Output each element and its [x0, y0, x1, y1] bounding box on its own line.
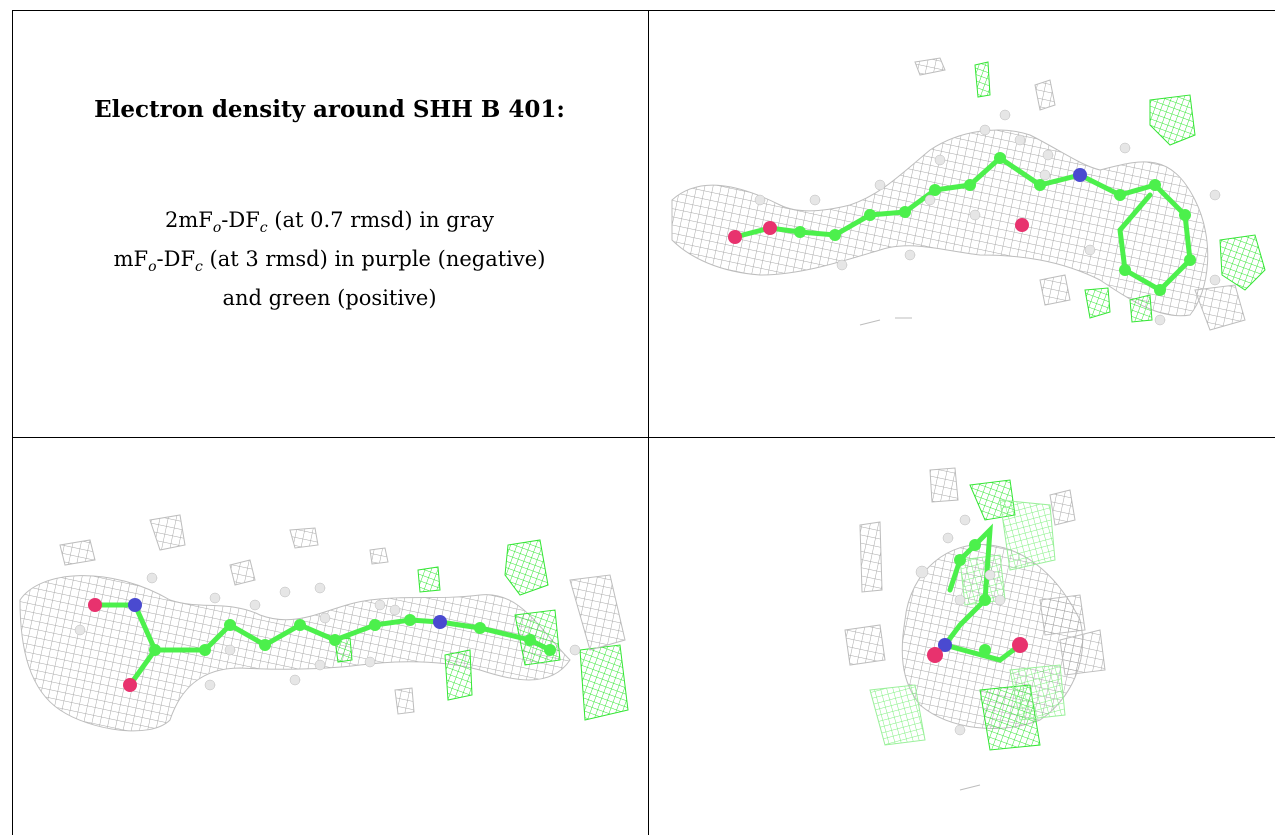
- bottom-left-density: [19, 514, 629, 732]
- legend-line-difference: mFo-DFc (at 3 rmsd) in purple (negative): [113, 247, 546, 276]
- density-legend: 2mFo-DFc (at 0.7 rmsd) in gray mFo-DFc (…: [12, 205, 647, 314]
- table-border-top: [12, 10, 1275, 11]
- legend-line-positive: and green (positive): [222, 286, 437, 311]
- legend-line-gray: 2mFo-DFc (at 0.7 rmsd) in gray: [164, 208, 495, 237]
- table-border-left: [12, 10, 13, 835]
- top-right-density: [671, 57, 1266, 331]
- figure-title: Electron density around SHH B 401:: [94, 96, 565, 123]
- table-border-row-divider: [12, 437, 1275, 438]
- bottom-right-density: [844, 467, 1106, 791]
- table-border-middle: [648, 10, 649, 835]
- bottom-left-molecule: [74, 572, 581, 692]
- top-right-molecule: [728, 109, 1221, 326]
- bottom-right-molecule: [915, 514, 1028, 736]
